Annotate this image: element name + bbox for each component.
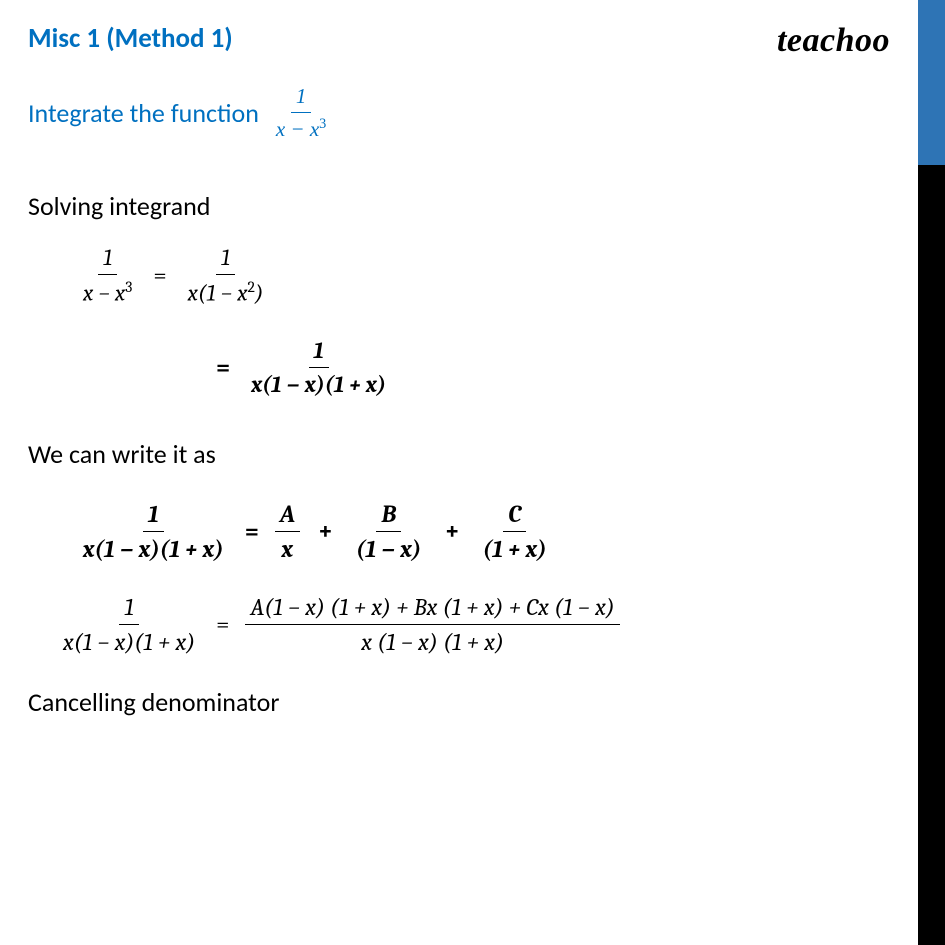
eq4-rhs: A(1 − x) (1 + x) + Bx (1 + x) + Cx (1 − … [243, 593, 621, 656]
page-content: Misc 1 (Method 1) teachoo Integrate the … [0, 0, 918, 945]
eq3-term1: A x [273, 500, 302, 563]
equation-block-2: 1 x(1 − x)(1 + x) = A x + B (1 − x) + C … [76, 500, 890, 656]
eq4-lhs: 1 x(1 − x)(1 + x) [56, 593, 202, 656]
equals-sign: = [214, 353, 232, 381]
eq3-term2: B (1 − x) [349, 500, 428, 563]
equals-sign: = [243, 517, 261, 545]
equals-sign: = [151, 261, 168, 289]
problem-statement: Integrate the function 1 x − x3 [28, 84, 890, 142]
equation-4: 1 x(1 − x)(1 + x) = A(1 − x) (1 + x) + B… [56, 593, 890, 656]
page-title: Misc 1 (Method 1) [28, 22, 233, 55]
frac-numerator: 1 [291, 84, 312, 113]
plus-sign: + [440, 516, 463, 546]
eq2-frac: 1 x(1 − x)(1 + x) [244, 337, 393, 398]
eq3-term3: C (1 + x) [476, 500, 554, 563]
eq1-lhs: 1 x − x3 [76, 244, 139, 307]
section-heading-1: Solving integrand [28, 190, 890, 222]
equation-block-1: 1 x − x3 = 1 x(1 − x2) = 1 x(1 − x)(1 + … [76, 244, 890, 398]
header-row: Misc 1 (Method 1) teachoo [28, 22, 890, 60]
section-heading-3: Cancelling denominator [28, 686, 890, 718]
equation-2: = 1 x(1 − x)(1 + x) [214, 337, 890, 398]
sidebar-accent-bottom [918, 165, 945, 945]
problem-fraction: 1 x − x3 [269, 84, 333, 142]
eq3-lhs: 1 x(1 − x)(1 + x) [76, 500, 231, 563]
eq1-rhs: 1 x(1 − x2) [181, 244, 271, 307]
equation-1: 1 x − x3 = 1 x(1 − x2) [76, 244, 890, 307]
sidebar-accent-top [918, 0, 945, 165]
section-heading-2: We can write it as [28, 438, 890, 470]
equals-sign: = [214, 610, 231, 638]
frac-denominator: x − x3 [271, 113, 331, 142]
plus-sign: + [314, 516, 337, 546]
brand-logo: teachoo [777, 22, 890, 60]
equation-3: 1 x(1 − x)(1 + x) = A x + B (1 − x) + C … [76, 500, 890, 563]
problem-prefix: Integrate the function [28, 97, 259, 129]
